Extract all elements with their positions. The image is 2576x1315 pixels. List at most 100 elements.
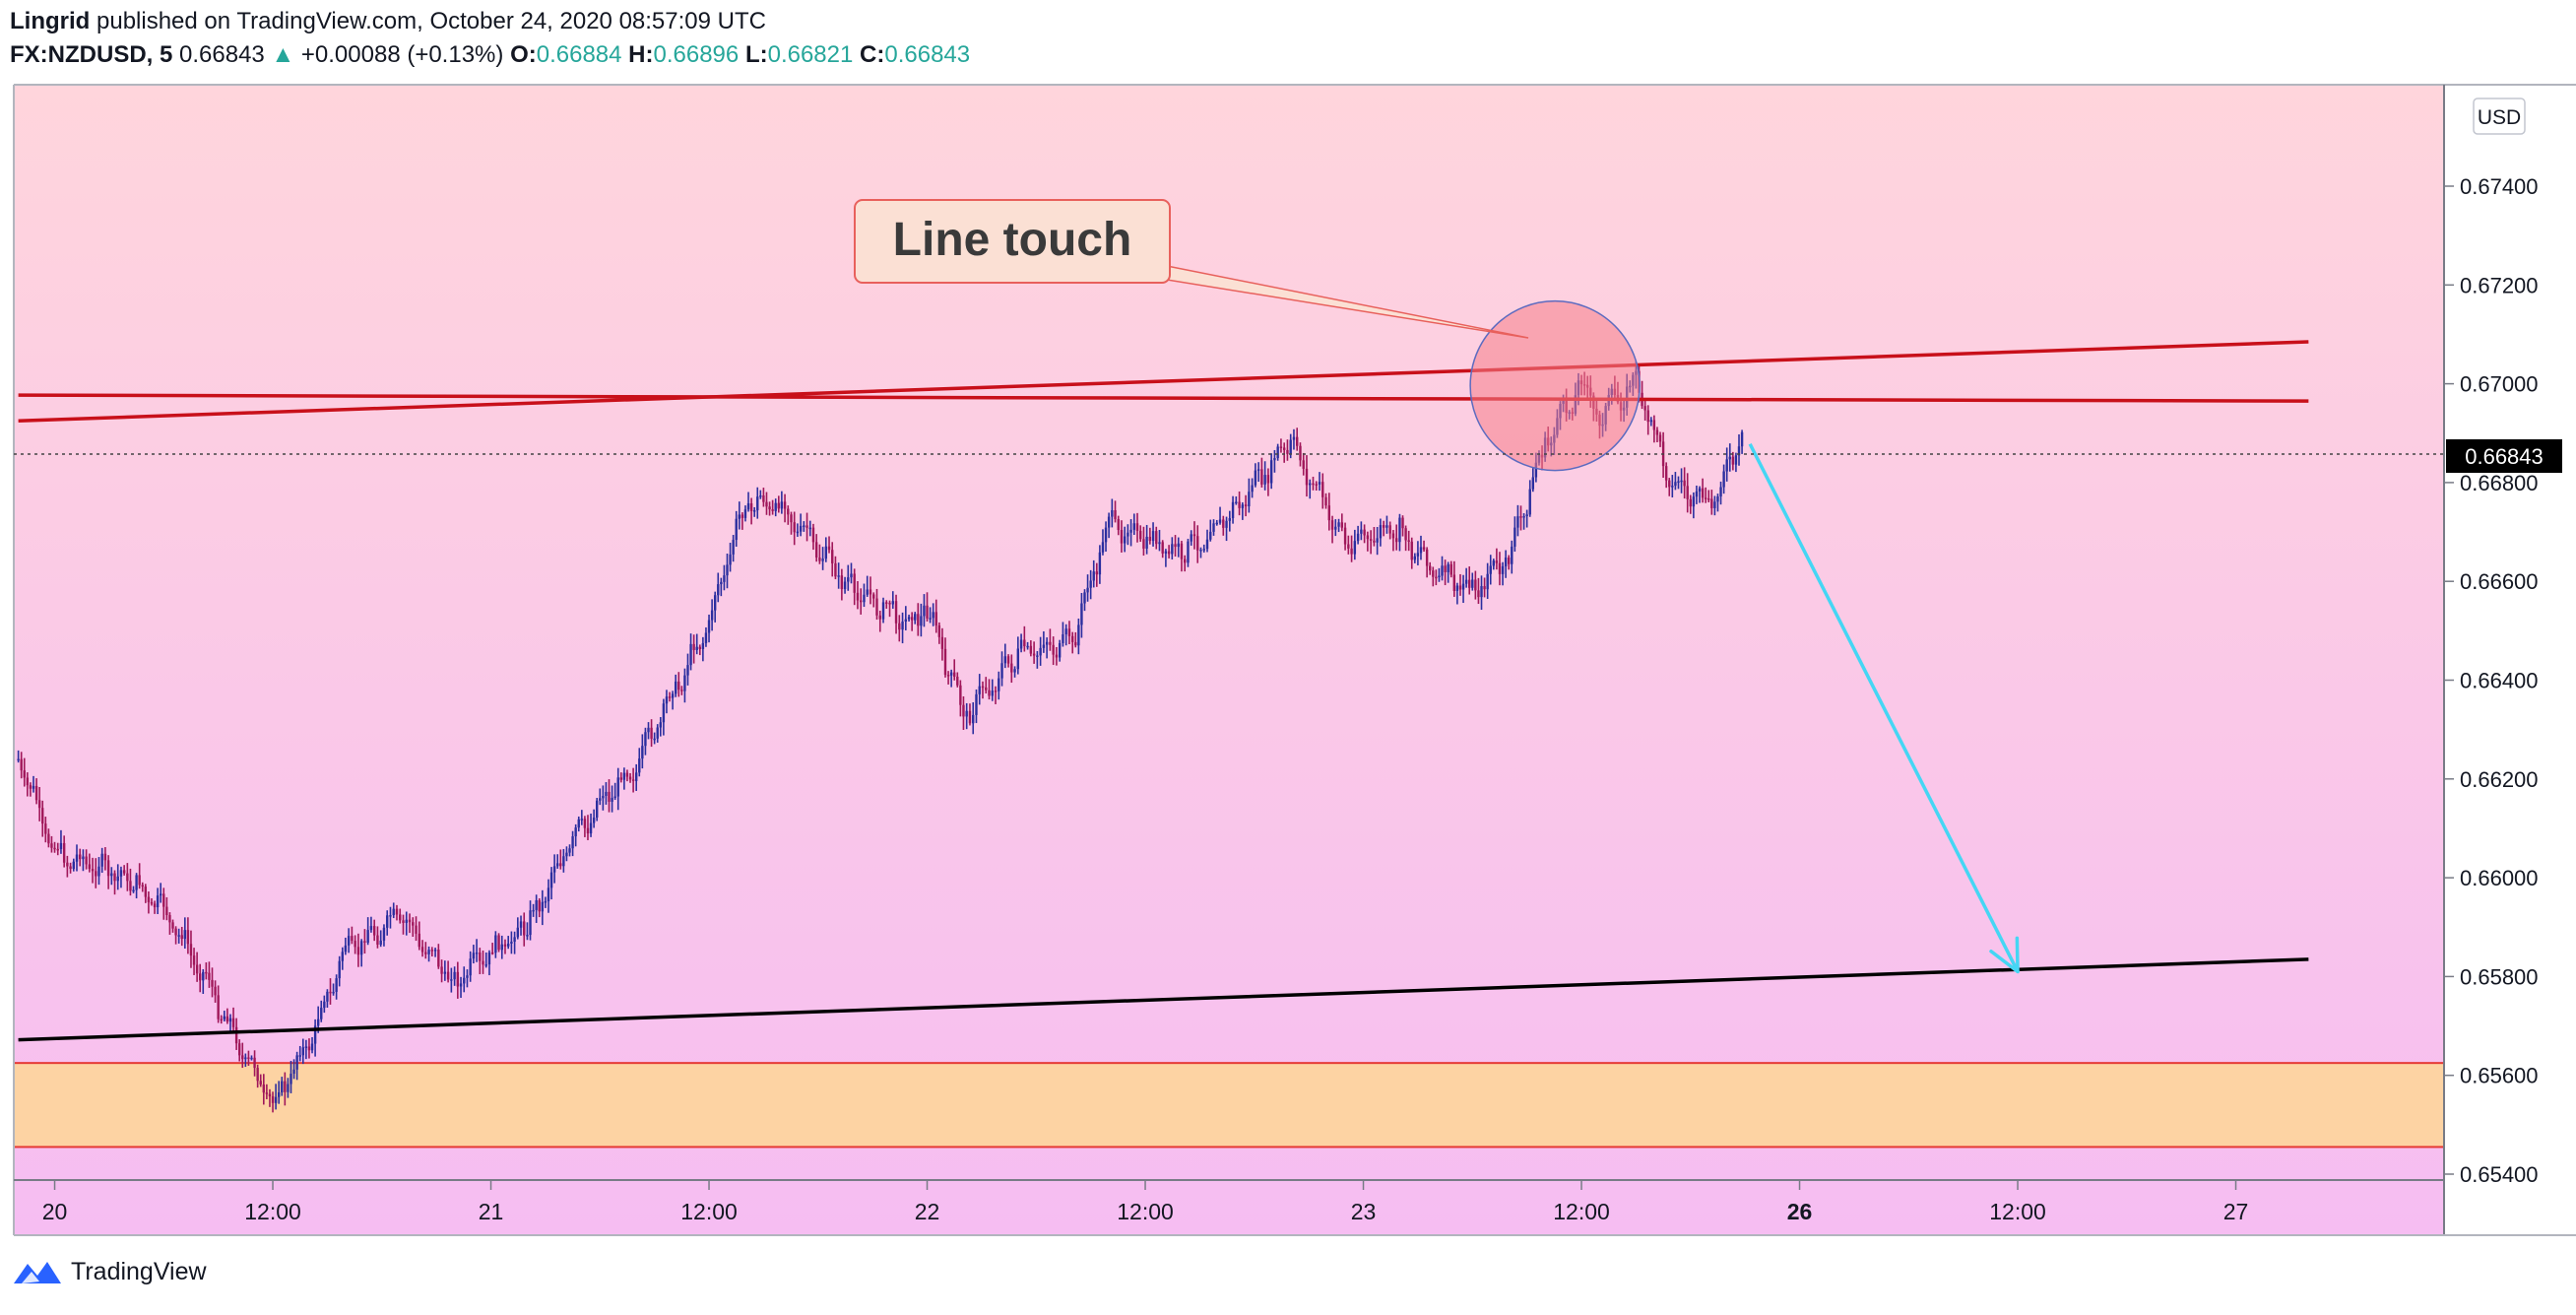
candle [106, 855, 110, 889]
candle [1407, 530, 1410, 552]
candle [472, 945, 476, 964]
candle [1003, 643, 1006, 669]
candle [946, 671, 950, 685]
tradingview-logo-icon [14, 1262, 61, 1283]
candle [959, 680, 962, 717]
candle [1504, 550, 1508, 578]
candle [168, 912, 171, 935]
candle [97, 857, 100, 886]
candle [1422, 540, 1426, 553]
candle [412, 917, 415, 937]
candle [920, 603, 923, 637]
currency-badge[interactable] [2473, 98, 2526, 135]
candle [1658, 431, 1662, 447]
candle [198, 963, 202, 993]
candle [926, 592, 929, 622]
touch-highlight[interactable] [1469, 299, 1641, 472]
candle [138, 863, 141, 889]
candle [774, 498, 777, 517]
candle [625, 769, 629, 782]
candle [443, 960, 447, 981]
candle [1531, 468, 1535, 493]
candle [994, 686, 998, 704]
candle [644, 727, 647, 756]
candle [1646, 405, 1649, 435]
currency-label: USD [2478, 106, 2521, 129]
candle [110, 867, 113, 886]
candle [756, 487, 759, 519]
candle [1045, 637, 1049, 659]
candle [847, 564, 850, 591]
candle [1228, 510, 1232, 532]
candle [326, 989, 329, 1008]
candle [677, 672, 680, 697]
candle [247, 1050, 250, 1066]
candle [631, 767, 635, 793]
candle [497, 933, 500, 953]
candle [1129, 519, 1132, 547]
candle [1689, 494, 1692, 514]
candle [277, 1081, 281, 1104]
projection-arrow[interactable] [1748, 442, 2020, 974]
candle [490, 943, 494, 955]
candle [437, 944, 440, 969]
candle [1441, 556, 1444, 581]
candle [1187, 538, 1190, 567]
candle [535, 894, 538, 923]
candle [872, 592, 875, 608]
candle [341, 947, 344, 970]
candle [392, 902, 395, 919]
y-tick-label: 0.66200 [2460, 767, 2539, 792]
candle [965, 702, 968, 730]
resistance-rising-line[interactable] [18, 340, 2309, 423]
candle [479, 948, 482, 975]
price-axis[interactable]: 0.67400 0.67200 0.67000 0.66800 0.66600 0.664… [2444, 174, 2539, 1187]
candle [608, 779, 611, 813]
brand-name: TradingView [71, 1257, 207, 1285]
candle [1468, 566, 1471, 595]
candle [1276, 443, 1279, 461]
x-tick-label: 12:00 [1553, 1199, 1610, 1224]
tradingview-brand[interactable]: TradingView [12, 1256, 207, 1287]
candle [856, 580, 860, 610]
demand-zone[interactable] [13, 1062, 2445, 1149]
candle [1098, 545, 1102, 584]
candle [484, 953, 487, 968]
candle [1455, 582, 1459, 605]
candle [430, 947, 434, 956]
candle [469, 951, 472, 982]
candle [1254, 463, 1257, 488]
candle [34, 778, 38, 805]
candle [662, 698, 666, 736]
candle [1225, 516, 1228, 542]
candle [234, 1018, 238, 1050]
line-touch-callout[interactable]: Line touch [854, 199, 1529, 339]
time-axis[interactable]: 20 12:00 21 12:00 22 12:00 23 12:00 26 12:00 27 [42, 1180, 2249, 1224]
candle [686, 653, 689, 686]
symbol-name[interactable]: FX:NZDUSD, 5 [10, 41, 173, 68]
support-line[interactable] [18, 957, 2309, 1042]
resistance-flat-line[interactable] [18, 393, 2309, 403]
candle [1330, 515, 1334, 544]
candle [726, 554, 729, 589]
x-tick-label: 12:00 [1117, 1199, 1174, 1224]
candle [616, 767, 619, 811]
candle [241, 1042, 244, 1069]
author-name[interactable]: Lingrid [10, 8, 91, 34]
candle [741, 512, 744, 530]
candle [516, 917, 520, 940]
candle [777, 495, 780, 513]
candle [805, 512, 808, 542]
candle [552, 854, 556, 884]
candle [729, 542, 732, 572]
candle [91, 857, 95, 884]
candle [937, 622, 941, 644]
candle [968, 703, 972, 726]
candle [1132, 513, 1135, 535]
candle [129, 868, 132, 896]
candle [310, 1036, 314, 1054]
candle [1117, 515, 1120, 536]
candle [638, 748, 641, 777]
